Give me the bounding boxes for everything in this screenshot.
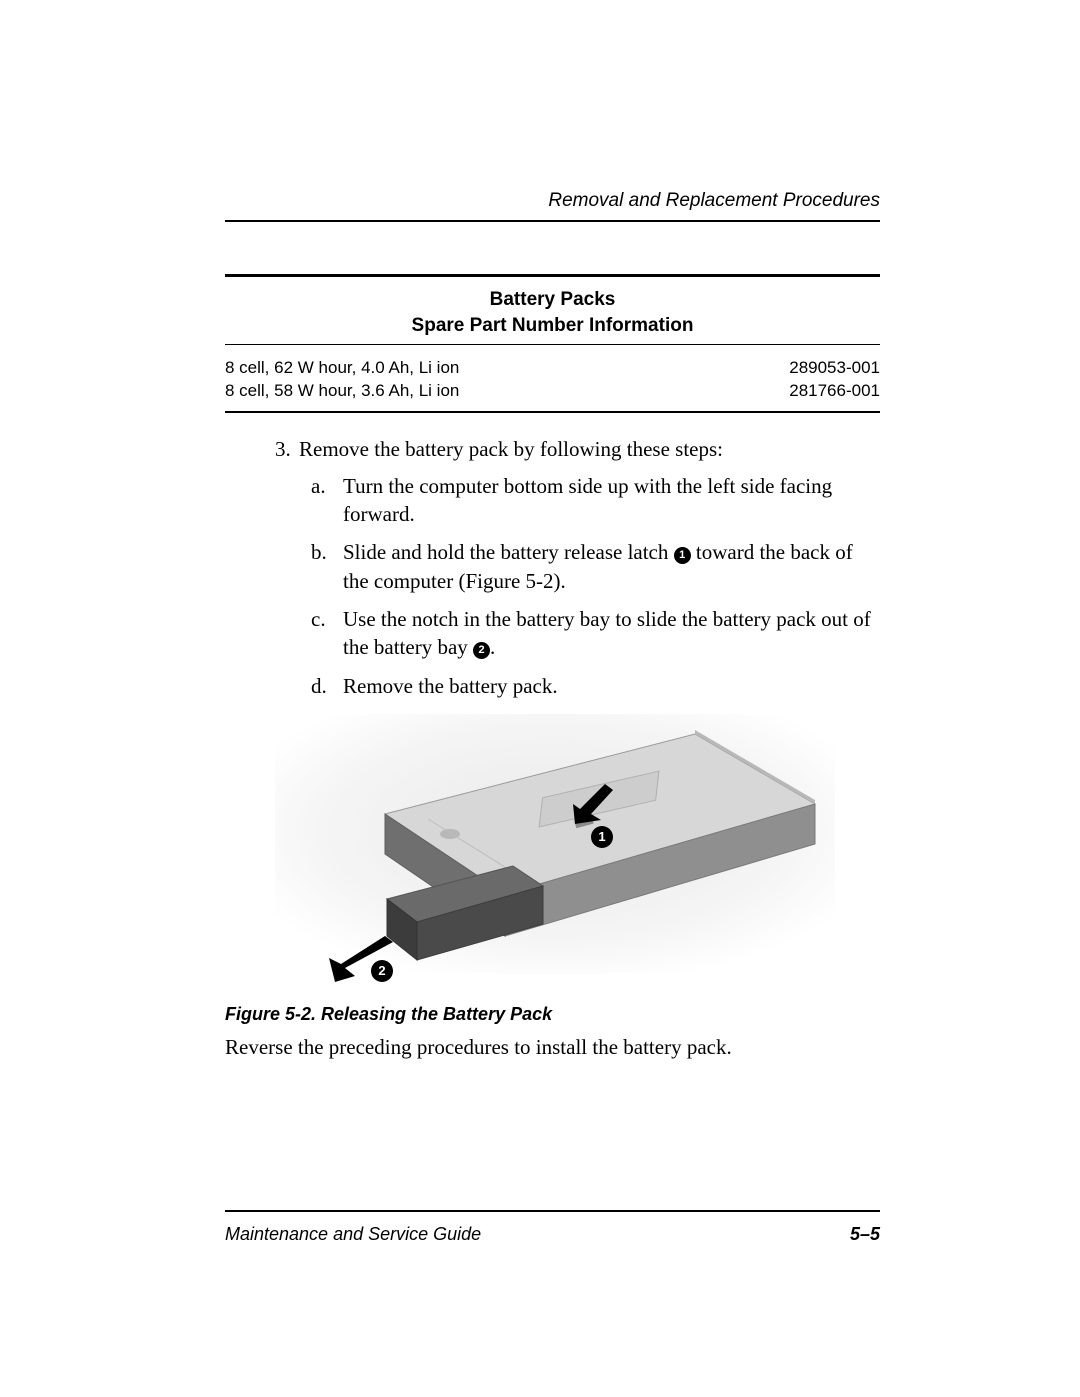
substep-b-prefix: Slide and hold the battery release latch: [343, 540, 674, 564]
substep-text: Slide and hold the battery release latch…: [343, 538, 880, 595]
part-description: 8 cell, 58 W hour, 3.6 Ah, Li ion: [225, 380, 459, 403]
step-main: 3. Remove the battery pack by following …: [275, 435, 880, 463]
part-number: 289053-001: [789, 357, 880, 380]
page-footer: Maintenance and Service Guide 5–5: [225, 1210, 880, 1245]
part-description: 8 cell, 62 W hour, 4.0 Ah, Li ion: [225, 357, 459, 380]
callout-badge-2: 2: [371, 960, 393, 982]
substep-b: b. Slide and hold the battery release la…: [311, 538, 880, 595]
table-title: Battery Packs Spare Part Number Informat…: [225, 277, 880, 345]
table-body: 8 cell, 62 W hour, 4.0 Ah, Li ion 289053…: [225, 345, 880, 411]
substep-c-prefix: Use the notch in the battery bay to slid…: [343, 607, 871, 659]
table-row: 8 cell, 62 W hour, 4.0 Ah, Li ion 289053…: [225, 357, 880, 380]
substep-c-suffix: .: [490, 635, 495, 659]
footer-left: Maintenance and Service Guide: [225, 1224, 481, 1245]
procedure-step: 3. Remove the battery pack by following …: [275, 435, 880, 700]
figure-5-2: 1 2: [275, 714, 835, 992]
table-title-line1: Battery Packs: [490, 289, 616, 310]
callout-badge-1: 1: [591, 826, 613, 848]
table-title-line2: Spare Part Number Information: [412, 315, 694, 336]
substep-d: d. Remove the battery pack.: [311, 672, 880, 700]
step-number: 3.: [275, 435, 299, 463]
table-row: 8 cell, 58 W hour, 3.6 Ah, Li ion 281766…: [225, 380, 880, 403]
substep-letter: a.: [311, 472, 343, 529]
substep-a: a. Turn the computer bottom side up with…: [311, 472, 880, 529]
substep-letter: d.: [311, 672, 343, 700]
substep-text: Use the notch in the battery bay to slid…: [343, 605, 880, 662]
step-text: Remove the battery pack by following the…: [299, 435, 723, 463]
section-title-text: Removal and Replacement Procedures: [548, 190, 880, 211]
substep-list: a. Turn the computer bottom side up with…: [311, 472, 880, 700]
section-header: Removal and Replacement Procedures: [225, 190, 880, 222]
figure-caption: Figure 5-2. Releasing the Battery Pack: [225, 1004, 880, 1025]
laptop-illustration: [275, 714, 835, 992]
footer-page-number: 5–5: [850, 1224, 880, 1245]
part-number: 281766-001: [789, 380, 880, 403]
closing-text: Reverse the preceding procedures to inst…: [225, 1035, 880, 1060]
substep-text: Remove the battery pack.: [343, 672, 558, 700]
callout-badge-1-inline: 1: [674, 547, 691, 564]
substep-letter: b.: [311, 538, 343, 595]
substep-letter: c.: [311, 605, 343, 662]
callout-badge-2-inline: 2: [473, 642, 490, 659]
document-page: Removal and Replacement Procedures Batte…: [0, 0, 1080, 1397]
substep-c: c. Use the notch in the battery bay to s…: [311, 605, 880, 662]
spare-parts-table: Battery Packs Spare Part Number Informat…: [225, 274, 880, 413]
substep-text: Turn the computer bottom side up with th…: [343, 472, 880, 529]
